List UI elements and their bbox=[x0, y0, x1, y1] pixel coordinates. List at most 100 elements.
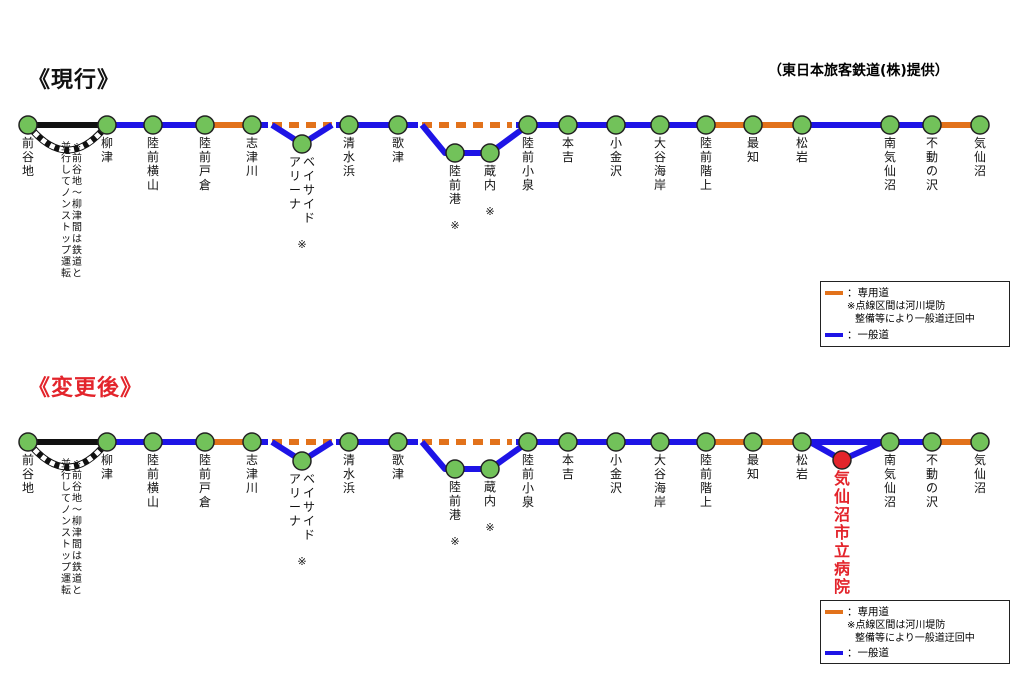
dashed-mask bbox=[418, 437, 516, 447]
station-marker bbox=[971, 433, 989, 451]
station-marker bbox=[607, 116, 625, 134]
station-label: 最知 bbox=[747, 453, 759, 481]
station-label: 陸前港 bbox=[449, 164, 461, 206]
new-stop-label: 気仙沼市立病院 bbox=[834, 469, 850, 596]
station-label: 陸前戸倉 bbox=[199, 136, 211, 192]
detour-mark: ※ bbox=[297, 238, 306, 251]
station-marker bbox=[98, 116, 116, 134]
station-marker bbox=[519, 433, 537, 451]
station-label: 陸前戸倉 bbox=[199, 453, 211, 509]
detour-mark: ※ bbox=[485, 521, 494, 534]
legend-dedicated-label: ：専用道 bbox=[847, 604, 889, 619]
station-marker bbox=[519, 116, 537, 134]
station-label: 清水浜 bbox=[343, 136, 355, 178]
station-marker bbox=[293, 452, 311, 470]
station-marker bbox=[144, 433, 162, 451]
station-marker bbox=[293, 135, 311, 153]
rail-note: ※前谷地～柳津間は鉄道と並行してノンストップ運転 bbox=[61, 140, 82, 280]
station-label: 蔵内 bbox=[484, 164, 496, 192]
station-label: 松岩 bbox=[796, 136, 808, 164]
detour-mark: ※ bbox=[450, 535, 459, 548]
station-label: 大谷海岸 bbox=[654, 453, 666, 509]
station-label: 陸前小泉 bbox=[522, 453, 534, 509]
station-label: 陸前階上 bbox=[700, 136, 712, 192]
dedicated-swatch bbox=[825, 610, 843, 614]
station-label: 気仙沼 bbox=[974, 135, 986, 178]
station-label: 陸前横山 bbox=[147, 453, 159, 509]
station-marker bbox=[243, 116, 261, 134]
station-label: 大谷海岸 bbox=[654, 136, 666, 192]
station-label: ベイサイドアリーナ bbox=[289, 155, 315, 225]
legend-note-line2: 整備等により一般道迂回中 bbox=[855, 632, 975, 645]
station-marker bbox=[446, 144, 464, 162]
station-label: 最知 bbox=[747, 136, 759, 164]
general-swatch bbox=[825, 651, 843, 655]
station-label: 本吉 bbox=[562, 453, 574, 481]
station-marker bbox=[340, 433, 358, 451]
station-marker bbox=[389, 433, 407, 451]
station-label: 陸前小泉 bbox=[522, 136, 534, 192]
station-marker bbox=[144, 116, 162, 134]
station-label: 前谷地 bbox=[22, 135, 34, 178]
station-label: 気仙沼 bbox=[974, 452, 986, 495]
station-label: 南気仙沼 bbox=[884, 135, 896, 192]
detour-mark: ※ bbox=[485, 205, 494, 218]
station-marker bbox=[744, 116, 762, 134]
station-marker bbox=[481, 460, 499, 478]
station-label: 不動の沢 bbox=[926, 453, 938, 509]
station-label: 南気仙沼 bbox=[884, 452, 896, 509]
station-label: 小金沢 bbox=[610, 136, 622, 178]
station-marker bbox=[651, 116, 669, 134]
station-label: 不動の沢 bbox=[926, 136, 938, 192]
station-label: ベイサイドアリーナ bbox=[289, 472, 315, 542]
rail-note: ※前谷地～柳津間は鉄道と並行してノンストップ運転 bbox=[61, 457, 82, 597]
station-label: 前谷地 bbox=[22, 452, 34, 495]
station-marker bbox=[971, 116, 989, 134]
station-marker bbox=[340, 116, 358, 134]
station-marker bbox=[923, 116, 941, 134]
detour-mark: ※ bbox=[297, 555, 306, 568]
station-label: 歌津 bbox=[392, 135, 404, 164]
station-marker bbox=[923, 433, 941, 451]
station-marker bbox=[607, 433, 625, 451]
station-marker bbox=[481, 144, 499, 162]
station-marker bbox=[243, 433, 261, 451]
station-marker bbox=[881, 433, 899, 451]
station-marker bbox=[446, 460, 464, 478]
station-marker bbox=[19, 433, 37, 451]
station-label: 志津川 bbox=[246, 136, 258, 178]
station-label: 柳津 bbox=[101, 453, 113, 481]
legend-new: ：専用道 ※点線区間は河川堤防 整備等により一般道迂回中 ：一般道 bbox=[820, 600, 1010, 664]
station-label: 松岩 bbox=[796, 453, 808, 481]
station-label: 歌津 bbox=[392, 452, 404, 481]
station-marker bbox=[793, 116, 811, 134]
station-label: 本吉 bbox=[562, 136, 574, 164]
station-label: 陸前横山 bbox=[147, 136, 159, 192]
legend-dedicated-label: ：専用道 bbox=[847, 285, 889, 300]
legend-general-label: ：一般道 bbox=[847, 645, 889, 660]
station-label: 清水浜 bbox=[343, 453, 355, 495]
station-marker bbox=[559, 116, 577, 134]
dashed-mask bbox=[418, 120, 516, 130]
station-marker bbox=[559, 433, 577, 451]
station-label: 志津川 bbox=[246, 453, 258, 495]
station-label: 陸前階上 bbox=[700, 453, 712, 509]
new-stop-marker bbox=[833, 451, 851, 469]
station-marker bbox=[98, 433, 116, 451]
station-marker bbox=[19, 116, 37, 134]
station-label: 柳津 bbox=[101, 136, 113, 164]
station-marker bbox=[697, 433, 715, 451]
station-marker bbox=[651, 433, 669, 451]
station-label: 小金沢 bbox=[610, 453, 622, 495]
detour-mark: ※ bbox=[450, 219, 459, 232]
station-label: 陸前港 bbox=[449, 480, 461, 522]
station-marker bbox=[196, 433, 214, 451]
station-label: 蔵内 bbox=[484, 480, 496, 508]
dedicated-swatch bbox=[825, 291, 843, 295]
station-marker bbox=[697, 116, 715, 134]
station-marker bbox=[881, 116, 899, 134]
station-marker bbox=[389, 116, 407, 134]
legend-note-line1: ※点線区間は河川堤防 bbox=[847, 619, 945, 632]
